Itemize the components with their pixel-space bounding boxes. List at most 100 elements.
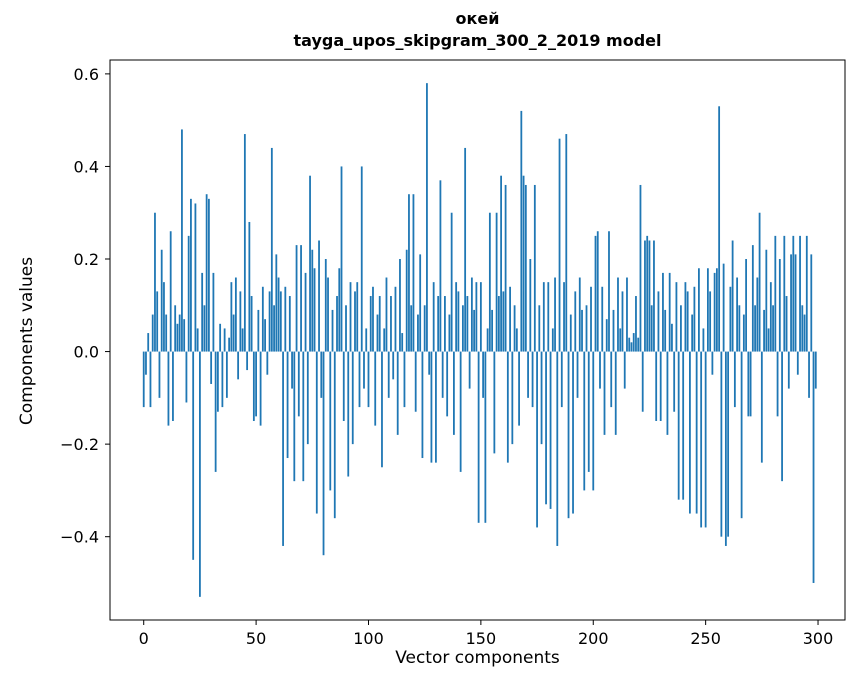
bar: [241, 328, 244, 352]
bar: [644, 240, 646, 352]
bar: [405, 249, 408, 352]
bar: [621, 291, 624, 352]
bar: [689, 351, 691, 514]
bar: [729, 286, 732, 352]
bar: [799, 235, 801, 352]
y-tick-label: −0.4: [60, 528, 99, 547]
bar: [724, 351, 727, 546]
bar: [796, 351, 799, 375]
bar: [792, 235, 795, 352]
bar: [610, 351, 613, 408]
bar: [560, 351, 563, 408]
bar: [583, 351, 586, 491]
bar: [414, 351, 417, 412]
bar: [594, 235, 597, 352]
bar: [286, 351, 289, 459]
bar: [259, 351, 262, 426]
bar: [329, 351, 332, 491]
bar: [486, 328, 489, 352]
bar: [239, 291, 242, 352]
bar: [585, 305, 588, 352]
bar: [455, 282, 458, 352]
bar: [659, 351, 662, 421]
bar: [742, 314, 745, 352]
bar: [360, 166, 363, 352]
bar: [808, 351, 810, 398]
bar: [765, 249, 768, 352]
bar: [506, 351, 509, 463]
bar: [547, 282, 550, 352]
bar: [619, 328, 622, 352]
bar: [556, 351, 559, 546]
bar: [468, 351, 471, 389]
bar: [655, 351, 658, 421]
bar: [154, 212, 156, 352]
bar: [167, 351, 170, 426]
bar: [493, 351, 496, 454]
bar: [497, 296, 500, 352]
bar: [794, 254, 797, 352]
bar: [565, 134, 568, 352]
bar: [549, 351, 552, 509]
bar: [151, 314, 154, 352]
bar: [628, 337, 631, 352]
bar: [601, 286, 604, 352]
bar: [336, 296, 338, 352]
bar: [295, 245, 298, 352]
bar: [374, 351, 377, 426]
bar: [446, 351, 449, 417]
bar: [554, 277, 556, 352]
bar: [747, 351, 750, 417]
bar: [399, 259, 401, 352]
bar: [754, 305, 756, 352]
bar: [698, 268, 700, 352]
bar: [686, 291, 689, 352]
bar: [248, 221, 251, 352]
bar: [572, 351, 574, 514]
bar: [650, 305, 653, 352]
bar: [612, 309, 615, 352]
bar: [790, 254, 792, 352]
bar: [192, 351, 195, 560]
bar: [394, 286, 397, 352]
bar: [805, 235, 808, 352]
bar: [261, 286, 264, 352]
bar: [459, 351, 462, 472]
bar: [273, 305, 275, 352]
bar: [781, 351, 783, 482]
bar: [736, 277, 739, 352]
bar: [304, 272, 307, 352]
bar: [453, 351, 455, 435]
bar: [392, 351, 395, 380]
bar: [351, 351, 354, 445]
bar: [495, 212, 498, 352]
bar: [423, 305, 426, 352]
bar: [347, 351, 350, 477]
bar: [225, 351, 228, 398]
bar: [199, 351, 201, 597]
bar: [666, 351, 669, 435]
bar: [542, 282, 545, 352]
bar: [803, 314, 806, 352]
bar: [376, 314, 379, 352]
bar: [653, 240, 655, 352]
bar: [563, 282, 565, 352]
bar: [270, 147, 273, 352]
bar: [763, 309, 765, 352]
bar: [385, 277, 388, 352]
bar: [145, 351, 147, 375]
bar: [354, 291, 356, 352]
bar: [758, 212, 761, 352]
bar: [605, 319, 608, 352]
bar: [680, 305, 682, 352]
bar: [342, 351, 345, 421]
y-tick-label: 0.0: [74, 343, 99, 362]
bar: [533, 184, 536, 352]
bar: [756, 277, 759, 352]
bar: [527, 351, 529, 398]
bar: [356, 282, 359, 352]
bar: [529, 259, 532, 352]
bar: [662, 272, 664, 352]
bar: [515, 328, 518, 352]
